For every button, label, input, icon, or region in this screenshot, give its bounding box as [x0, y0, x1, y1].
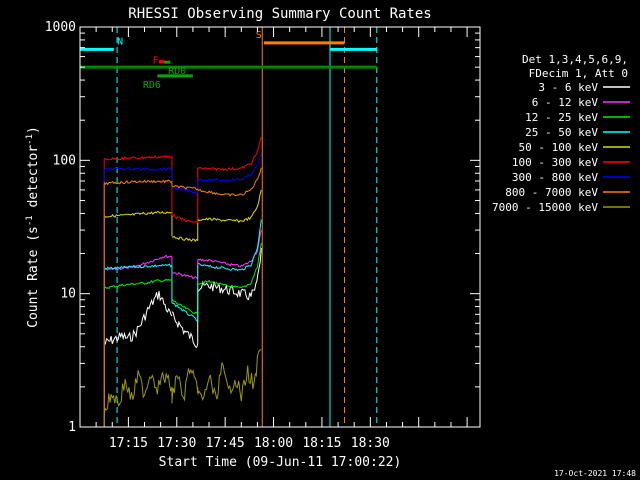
plot-frame: [79, 26, 481, 428]
series-line: [197, 219, 262, 272]
legend-entry: 25 - 50 keV: [525, 126, 598, 139]
legend-entry: 12 - 25 keV: [525, 111, 598, 124]
series-line: [197, 247, 262, 301]
legend-entry: 3 - 6 keV: [538, 81, 598, 94]
y-tick-label: 100: [53, 153, 76, 168]
x-axis-label: Start Time (09-Jun-11 17:00:22): [159, 455, 402, 470]
legend-entry: 7000 - 15000 keV: [492, 201, 598, 214]
series-line: [197, 349, 262, 402]
series-line: [103, 370, 173, 414]
series-line: [171, 298, 199, 315]
legend-entry: 6 - 12 keV: [532, 96, 599, 109]
series-line: [197, 189, 262, 224]
x-tick-label: 17:30: [157, 436, 196, 451]
legend: Det 1,3,4,5,6,9,FDecim 1, Att 03 - 6 keV…: [492, 53, 630, 214]
legend-header: FDecim 1, Att 0: [529, 67, 628, 80]
flag-label: S: [256, 30, 262, 41]
flag-label: RD6: [143, 80, 161, 91]
series-line: [171, 302, 198, 322]
series-line: [171, 184, 198, 191]
series-line: [104, 254, 173, 272]
y-tick-label: 1000: [45, 20, 76, 35]
series-line: [197, 229, 262, 268]
series-line: [197, 242, 262, 289]
series-line: [171, 311, 199, 349]
series-line: [171, 368, 199, 403]
legend-entry: 300 - 800 keV: [512, 171, 598, 184]
flag-label: F: [153, 56, 159, 67]
series-line: [104, 278, 173, 290]
series-line: [104, 166, 172, 172]
series-line: [104, 263, 173, 270]
legend-entry: 100 - 300 keV: [512, 156, 598, 169]
legend-entry: 50 - 100 keV: [519, 141, 599, 154]
series-line: [104, 290, 173, 345]
series-line: [171, 271, 198, 280]
series-line: [103, 210, 173, 218]
series-line: [171, 213, 199, 224]
y-axis-label: Count Rate (s-1 detector-1): [25, 126, 41, 328]
legend-header: Det 1,3,4,5,6,9,: [522, 53, 628, 66]
footer-date: 17-Oct-2021 17:48: [554, 469, 636, 478]
flag-label: N: [117, 36, 123, 47]
series-line: [197, 136, 262, 172]
series-line: [103, 155, 173, 161]
x-tick-label: 17:15: [109, 436, 148, 451]
y-tick-label: 1: [68, 420, 76, 435]
series-9: [103, 349, 262, 427]
flag-label: RD0: [168, 66, 186, 77]
x-tick-label: 18:00: [254, 436, 293, 451]
series-line: [197, 153, 262, 183]
series-line: [197, 167, 262, 197]
series-8: [103, 167, 262, 427]
x-tick-label: 18:15: [302, 436, 341, 451]
y-tick-label: 10: [60, 287, 76, 302]
legend-entry: 800 - 7000 keV: [505, 186, 598, 199]
x-tick-label: 17:45: [206, 436, 245, 451]
series-line: [171, 186, 198, 195]
series-line: [103, 179, 173, 186]
chart-title: RHESSI Observing Summary Count Rates: [128, 6, 431, 22]
series-line: [171, 235, 199, 242]
x-tick-label: 18:30: [351, 436, 390, 451]
